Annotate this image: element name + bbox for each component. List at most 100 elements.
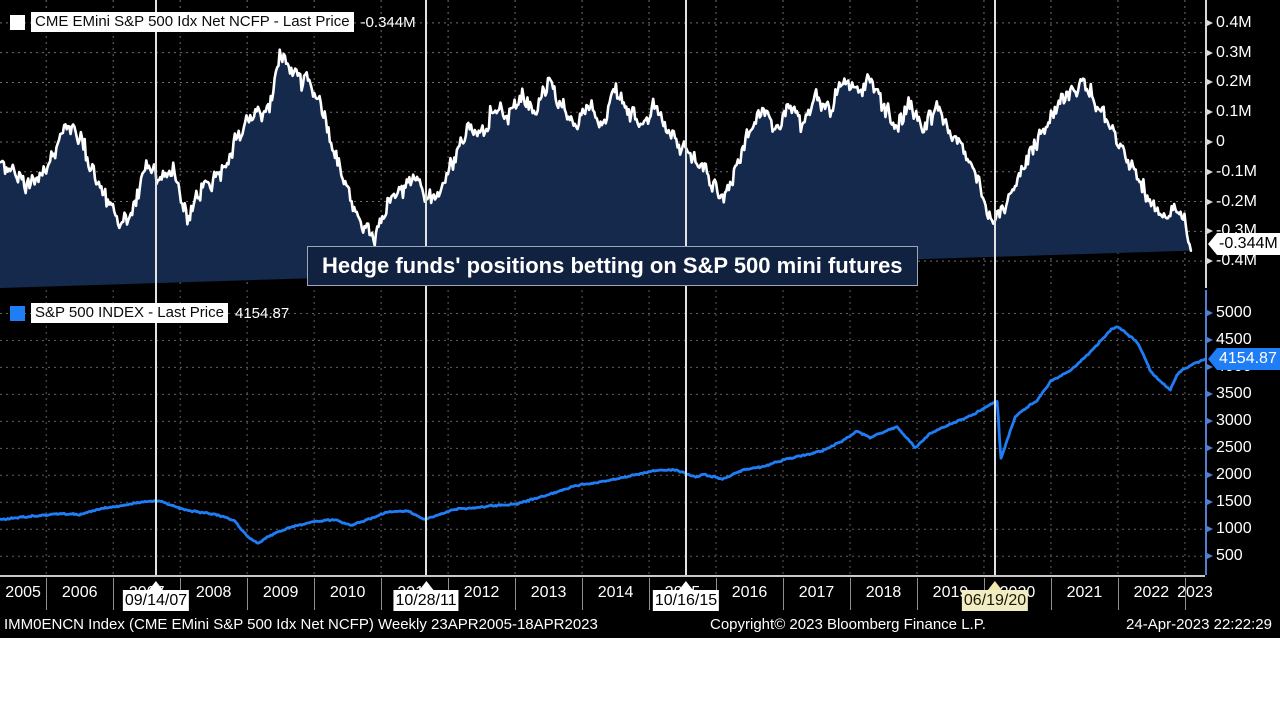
y-tick-label: 2000 (1216, 466, 1252, 484)
x-axis-separator (113, 578, 115, 610)
x-axis-year-2021: 2021 (1066, 584, 1103, 601)
status-bar: IMM0ENCN Index (CME EMini S&P 500 Idx Ne… (0, 612, 1280, 638)
x-axis-year-2016: 2016 (731, 584, 768, 601)
event-vertical-line-1 (425, 0, 427, 575)
caret-up-icon (149, 581, 163, 590)
x-axis-separator (916, 578, 918, 610)
x-axis-year-2023: 2023 (1177, 584, 1213, 601)
x-axis-year-2014: 2014 (597, 584, 634, 601)
y-tick-arrow-icon (1205, 525, 1213, 534)
annotation-hedge-funds-text: Hedge funds' positions betting on S&P 50… (322, 253, 903, 278)
panel-sp500-index: S&P 500 INDEX - Last Price 4154.87 S&P 5… (0, 290, 1280, 575)
y-axis-sp500-index: 500045004000350030002500200015001000500 … (1205, 290, 1280, 575)
y-tick-label: 0.4M (1216, 13, 1252, 31)
y-axis-net-positions: 0.4M 0.3M 0.2M 0.1M 0 -0.1M -0.2M -0.3M -0.4M -0… (1205, 0, 1280, 288)
y-tick-arrow-icon (1205, 444, 1213, 453)
x-axis: 2005200620072008200920102011201220132014… (0, 575, 1280, 612)
x-axis-separator (783, 578, 784, 610)
y-tick-arrow-icon (1205, 78, 1213, 87)
annotation-hedge-funds: Hedge funds' positions betting on S&P 50… (307, 246, 918, 286)
caret-up-icon (419, 581, 433, 590)
y-tick-arrow-icon (1205, 227, 1213, 236)
x-axis-event-marker-1[interactable]: 10/28/11 (393, 581, 459, 611)
y-tick-label: -0.4M (1216, 252, 1257, 270)
y-tick-arrow-icon (1205, 498, 1213, 507)
badge-nib-bottom (1208, 348, 1217, 371)
legend-net-positions[interactable]: CME EMini S&P 500 Idx Net NCFP - Last Pr… (10, 11, 416, 33)
event-vertical-line-0 (155, 0, 157, 575)
badge-value-net-positions: -0.344M (1217, 233, 1280, 256)
y-tick-label: 1500 (1216, 493, 1252, 511)
y-tick-label: 500 (1216, 547, 1243, 565)
x-axis-separator (1184, 578, 1186, 610)
legend-value-sp500-index: 4154.87 (234, 304, 290, 322)
x-axis-year-2009: 2009 (262, 584, 299, 601)
legend-sp500-index[interactable]: S&P 500 INDEX - Last Price 4154.87 (10, 302, 289, 324)
x-axis-year-2008: 2008 (195, 584, 232, 601)
y-axis-spine-bottom (1205, 290, 1207, 575)
x-axis-separator (515, 578, 517, 610)
y-tick-arrow-icon (1205, 167, 1213, 176)
bloomberg-chart-terminal: CME EMini S&P 500 Idx Net NCFP - Last Pr… (0, 0, 1280, 638)
y-tick-arrow-icon (1205, 417, 1213, 426)
legend-swatch-sp500-index (10, 305, 25, 321)
badge-value-sp500-index: 4154.87 (1217, 348, 1280, 371)
x-axis-separator (582, 578, 584, 610)
caret-up-icon (679, 581, 693, 590)
net-positions-chart (0, 0, 1205, 288)
y-tick-label: 0.3M (1216, 43, 1252, 61)
x-axis-year-2013: 2013 (530, 584, 567, 601)
x-axis-rule (0, 575, 1205, 577)
y-tick-label: 0.1M (1216, 103, 1252, 121)
y-tick-label: 1000 (1216, 520, 1252, 538)
x-axis-separator (1117, 578, 1119, 610)
status-bar-timestamp: 24-Apr-2023 22:22:29 (1126, 616, 1272, 633)
x-axis-separator (381, 578, 383, 610)
x-axis-year-2022: 2022 (1133, 584, 1170, 601)
y-tick-label: -0.1M (1216, 162, 1257, 180)
event-marker-date-label: 09/14/07 (122, 590, 190, 611)
x-axis-year-2019: 2019 (932, 584, 969, 601)
y-tick-label: 0 (1216, 133, 1225, 150)
event-marker-date-label: 10/28/11 (393, 590, 459, 611)
y-tick-label: 4500 (1216, 331, 1252, 349)
x-axis-event-marker-3[interactable]: 06/19/20 (961, 581, 1029, 611)
x-axis-separator (1050, 578, 1052, 610)
legend-value-net-positions: -0.344M (360, 13, 416, 31)
y-tick-arrow-icon (1205, 138, 1213, 146)
y-tick-arrow-icon (1205, 336, 1213, 345)
x-axis-year-2018: 2018 (865, 584, 902, 601)
y-tick-label: 3500 (1216, 385, 1252, 403)
event-vertical-line-2 (685, 0, 687, 575)
x-axis-year-2010: 2010 (329, 584, 366, 601)
last-price-badge-sp500-index: 4154.87 (1208, 348, 1280, 371)
y-tick-label: 2500 (1216, 439, 1252, 457)
y-tick-label: 3000 (1216, 412, 1252, 430)
x-axis-year-2006: 2006 (61, 584, 98, 601)
x-axis-event-marker-2[interactable]: 10/16/15 (652, 581, 720, 611)
panel-net-positions: CME EMini S&P 500 Idx Net NCFP - Last Pr… (0, 0, 1280, 288)
plot-area-net-positions (0, 0, 1205, 288)
y-tick-arrow-icon (1205, 552, 1213, 561)
legend-label-net-positions: CME EMini S&P 500 Idx Net NCFP - Last Pr… (31, 12, 354, 32)
event-marker-date-label: 06/19/20 (961, 590, 1029, 611)
caret-up-icon (988, 581, 1002, 590)
legend-swatch-net-positions (10, 14, 25, 30)
y-tick-arrow-icon (1205, 390, 1213, 399)
x-axis-event-marker-0[interactable]: 09/14/07 (122, 581, 190, 611)
x-axis-separator (314, 578, 316, 610)
x-axis-separator (649, 578, 651, 610)
y-tick-arrow-icon (1205, 471, 1213, 480)
y-tick-label: 5000 (1216, 304, 1252, 322)
legend-label-sp500-index: S&P 500 INDEX - Last Price (31, 303, 228, 323)
sp500-index-chart (0, 290, 1205, 575)
y-tick-arrow-icon (1205, 257, 1213, 266)
event-marker-date-label: 10/16/15 (652, 590, 720, 611)
y-tick-arrow-icon (1205, 18, 1213, 27)
last-price-badge-net-positions: -0.344M (1208, 233, 1280, 256)
y-tick-arrow-icon (1205, 48, 1213, 57)
badge-nib-top (1208, 233, 1217, 256)
y-tick-arrow-icon (1205, 309, 1213, 318)
status-bar-left: IMM0ENCN Index (CME EMini S&P 500 Idx Ne… (4, 616, 598, 633)
y-tick-arrow-icon (1205, 197, 1213, 206)
